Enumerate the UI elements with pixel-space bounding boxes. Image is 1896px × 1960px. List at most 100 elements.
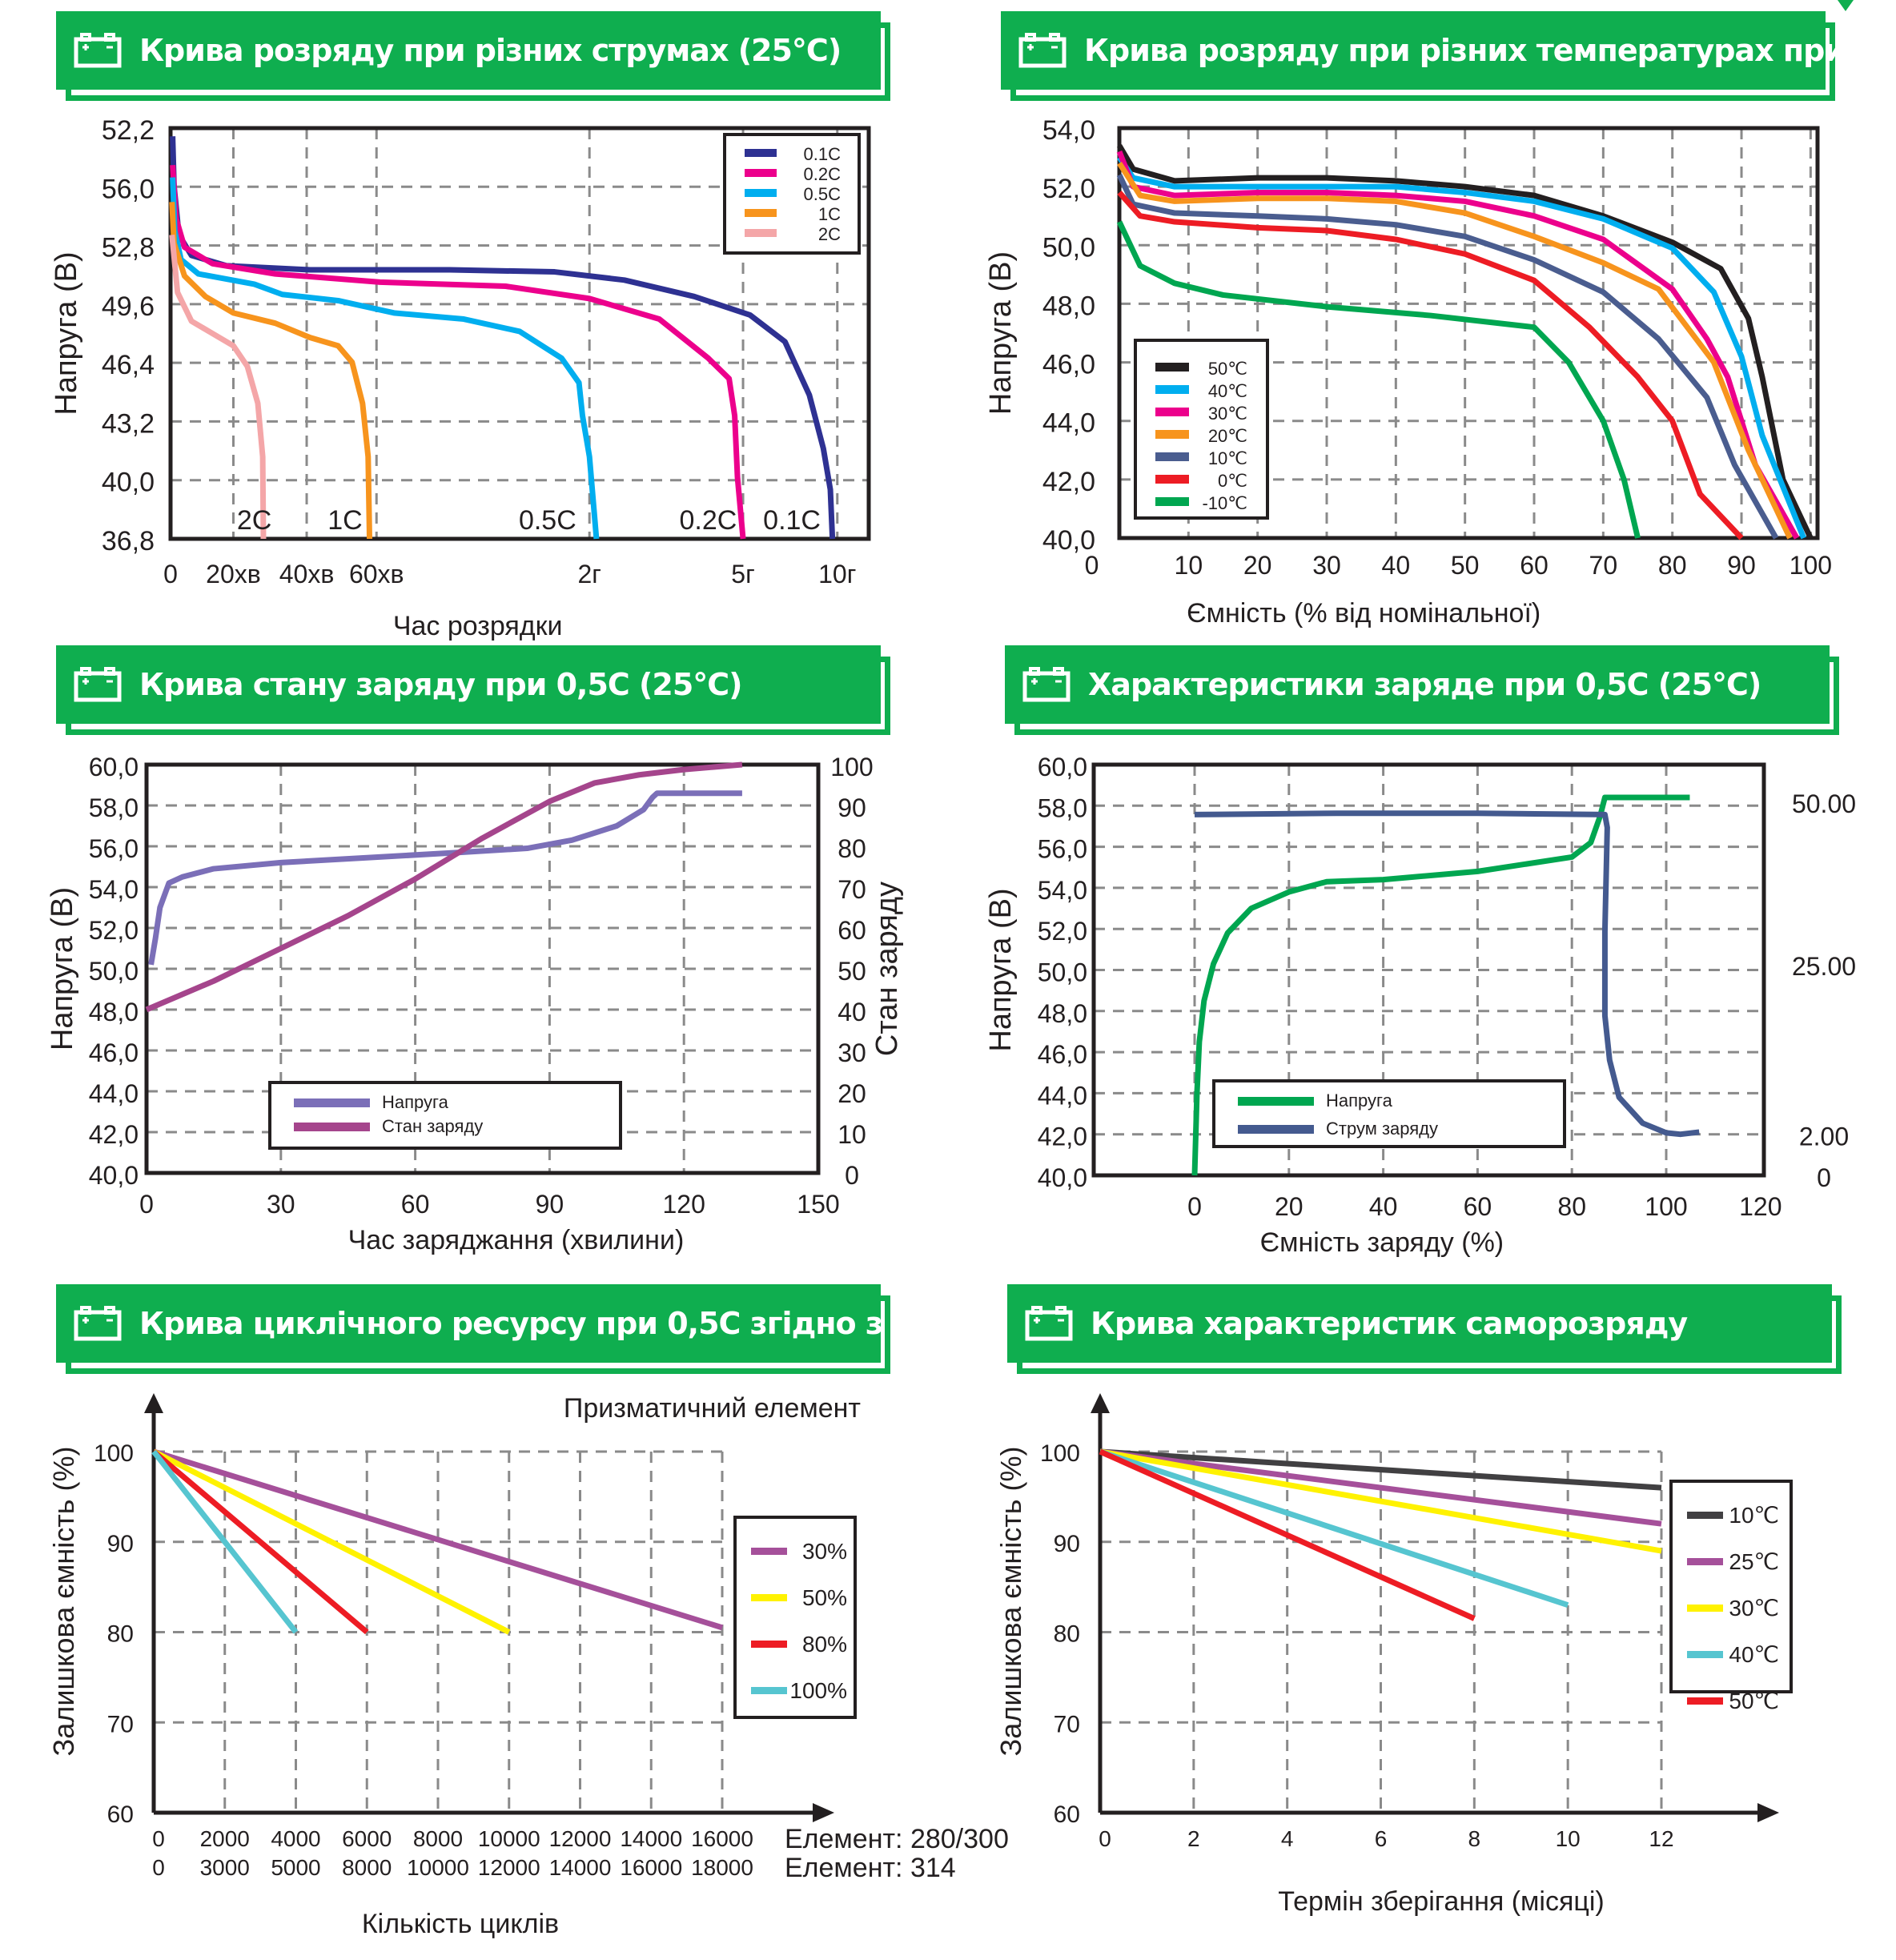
header-title: Крива розряду при різних температурах пр… [1084,33,1896,68]
y2-tick-label: 90 [838,793,866,822]
x-tick-label: 150 [797,1190,839,1219]
legend-swatch [1155,363,1189,372]
series-line-40℃ [1117,155,1806,540]
legend-label: 0℃ [1218,471,1247,491]
x-tick-label: 8 [1468,1826,1481,1851]
legend-swatch [745,149,777,157]
y-axis-label: Залишкова ємність (%) [994,1447,1027,1757]
y2-tick-label: 0 [1817,1163,1831,1192]
y-tick-label: 54,0 [1038,876,1087,905]
legend-swatch [1155,452,1189,461]
y2-tick-label: 2.00 [1799,1123,1849,1151]
y-tick-label: 80 [107,1621,134,1648]
y-tick-label: 50,0 [1042,232,1095,263]
x-tick-label: 40 [1369,1192,1398,1221]
curve-label: 2C [237,505,271,536]
x-tick-label: 120 [663,1190,705,1219]
y-tick-label: 60 [1054,1801,1080,1828]
x-tick-label-row1: 0 [152,1826,165,1851]
series-line-20℃ [1117,161,1793,540]
x-tick-label: 10 [1175,551,1203,580]
y-tick-label: 40,0 [1042,525,1095,556]
x-axis-arrow-icon [1757,1803,1779,1822]
series-line-40℃ [1099,1448,1569,1609]
x-axis-label: Час розрядки [393,611,563,641]
battery-icon [1022,667,1071,702]
series-line-30℃ [1099,1448,1662,1554]
battery-icon [74,1306,122,1341]
plot-frame [1091,762,1766,1178]
x-tick-label: 12 [1649,1826,1673,1851]
y-tick-label: 43,2 [102,408,155,439]
legend-label: 30℃ [1208,404,1247,424]
y2-axis-label: Стан заряду [870,882,904,1056]
x-tick-label-row1: 8000 [413,1826,463,1851]
y2-tick-label: 0 [845,1161,859,1190]
y-tick-label: 40,0 [89,1161,139,1190]
x-tick-label: 90 [1727,551,1756,580]
legend-label: Стан заряду [382,1116,483,1136]
x-axis-label: Ємність (% від номінальної) [1187,598,1540,629]
y-tick-label: 90 [1054,1531,1080,1557]
y-tick-label: 48,0 [1038,999,1087,1028]
y-tick-label: 70 [107,1711,134,1737]
y2-tick-label: 25.00 [1792,952,1856,981]
curve-label: 0.5C [519,505,576,536]
legend-box [1134,339,1269,520]
series-line-50℃ [1099,1448,1476,1621]
x-tick-label: 20хв [206,560,261,588]
y-tick-label: 44,0 [1042,408,1095,439]
legend-label: Напруга [1326,1090,1393,1111]
y-tick-label: 80 [1054,1621,1080,1648]
header-discharge-rates: Крива розряду при різних струмах (25°C) [56,11,890,101]
legend-label: 50℃ [1208,359,1247,379]
legend-label: Струм заряду [1326,1119,1438,1139]
legend-label: 40℃ [1729,1642,1779,1667]
header-self-discharge: Крива характеристик саморозряду [1007,1284,1842,1374]
legend-label: 30℃ [1729,1596,1779,1621]
series-line-0℃ [1117,191,1744,540]
legend-swatch [1238,1097,1314,1106]
series-line-30% [152,1448,724,1631]
header-title: Крива розряду при різних струмах (25°C) [139,33,842,68]
y-tick-label: 100 [94,1440,134,1467]
legend-swatch [1155,497,1189,506]
x-axis-label: Кількість циклів [362,1909,559,1939]
series-line-0.2C [170,164,746,540]
y-tick-label: 52,2 [102,115,155,146]
x-tick-label: 60 [401,1190,430,1219]
legend-label: 25℃ [1729,1549,1779,1574]
y-tick-label: 60 [107,1801,134,1828]
y-tick-label: 56,0 [1038,835,1087,864]
plot-frame [1117,126,1820,540]
legend-swatch [751,1687,787,1694]
legend-label: 2C [818,224,841,244]
y-tick-label: 58,0 [1038,793,1087,822]
series-line-2C [169,235,267,540]
y-tick-label: 49,6 [102,291,155,322]
legend-label: 10℃ [1729,1503,1779,1528]
y-tick-label: 40,0 [102,468,155,498]
series-line-10℃ [1099,1448,1662,1491]
curve-label: 0.2C [680,505,737,536]
legend-label: Напруга [382,1092,449,1112]
x-tick-label: 120 [1739,1192,1782,1221]
legend-swatch [1687,1558,1723,1565]
y-tick-label: 48,0 [1042,291,1095,321]
header-title: Характеристики заряде при 0,5C (25°C) [1088,667,1761,702]
y-tick-label: 46,0 [1038,1040,1087,1069]
y-tick-label: 52,8 [102,233,155,263]
x-tick-label-row2: 14000 [549,1855,612,1880]
x-tick-label: 20 [1243,551,1272,580]
header-title: Крива характеристик саморозряду [1091,1306,1688,1341]
legend-swatch [745,209,777,217]
y-axis-label: Напруга (В) [50,251,83,415]
y-tick-label: 44,0 [89,1079,139,1108]
series-line--10℃ [1116,220,1641,539]
series-line-Стан заряду [145,761,743,1013]
x-tick-label: 2г [577,560,601,588]
element-label-280-300: Елемент: 280/300 [785,1824,1009,1854]
battery-icon [1018,33,1066,68]
y2-tick-label: 100 [830,753,873,781]
x-tick-label: 60 [1464,1192,1492,1221]
